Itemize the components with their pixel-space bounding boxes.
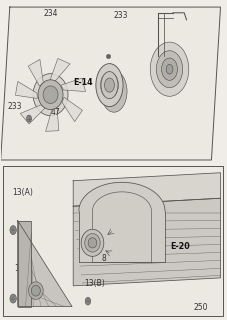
Circle shape — [156, 51, 182, 88]
Circle shape — [10, 226, 16, 235]
Text: 47: 47 — [50, 108, 60, 117]
Ellipse shape — [31, 285, 40, 296]
Ellipse shape — [101, 72, 117, 99]
Text: 13(B): 13(B) — [84, 279, 105, 288]
Text: E-20: E-20 — [169, 242, 189, 251]
Polygon shape — [1, 7, 220, 160]
Circle shape — [104, 78, 114, 92]
Ellipse shape — [43, 86, 58, 103]
Ellipse shape — [84, 234, 100, 252]
Circle shape — [10, 294, 16, 303]
Text: 13(A): 13(A) — [12, 188, 33, 197]
Ellipse shape — [88, 238, 96, 248]
Polygon shape — [45, 108, 59, 131]
Text: 233: 233 — [113, 11, 128, 20]
Text: 8: 8 — [101, 254, 106, 263]
Polygon shape — [3, 166, 222, 316]
Polygon shape — [28, 60, 43, 86]
Polygon shape — [20, 105, 45, 124]
Circle shape — [161, 58, 177, 80]
Text: 233: 233 — [7, 102, 21, 111]
Polygon shape — [79, 182, 164, 262]
Polygon shape — [73, 198, 220, 286]
Circle shape — [26, 115, 31, 122]
Ellipse shape — [38, 80, 63, 109]
Text: E-14: E-14 — [72, 78, 92, 87]
Ellipse shape — [33, 74, 68, 116]
Text: 234: 234 — [44, 9, 58, 18]
Polygon shape — [50, 59, 70, 81]
Ellipse shape — [81, 229, 103, 256]
Text: 250: 250 — [192, 303, 207, 312]
Polygon shape — [18, 220, 31, 307]
Circle shape — [85, 297, 90, 305]
Polygon shape — [15, 82, 37, 99]
Circle shape — [165, 64, 172, 74]
Polygon shape — [61, 78, 85, 92]
Ellipse shape — [101, 71, 126, 112]
Polygon shape — [62, 97, 82, 122]
Polygon shape — [18, 220, 72, 307]
Ellipse shape — [28, 282, 43, 300]
Polygon shape — [73, 173, 220, 206]
Ellipse shape — [95, 64, 123, 107]
Text: 159: 159 — [14, 264, 29, 274]
Circle shape — [150, 42, 188, 96]
